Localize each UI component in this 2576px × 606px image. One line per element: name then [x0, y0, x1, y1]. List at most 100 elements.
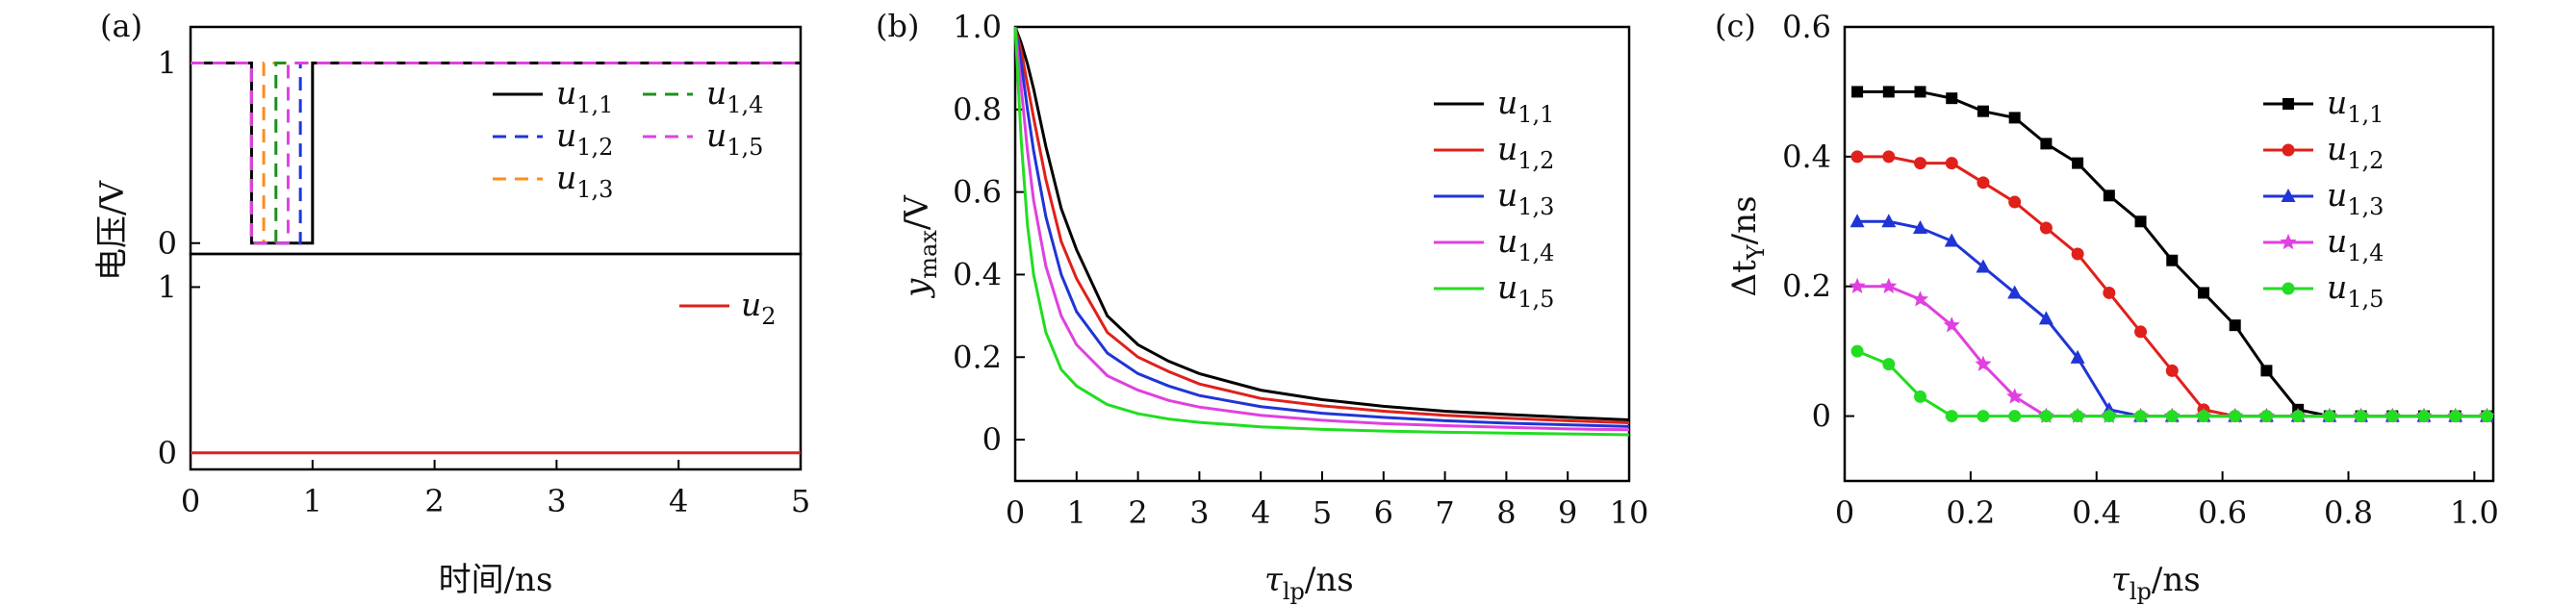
panel-c-data-point	[1914, 390, 1927, 403]
panel-c-legend-label: u1,1	[2327, 84, 2384, 128]
panel-c-legend-label: u1,4	[2327, 222, 2384, 266]
panel-c-data-point	[2103, 189, 2115, 202]
panel-c-data-point	[2040, 138, 2053, 150]
panel-a-legend-label: u1,2	[556, 116, 613, 161]
panel-c-series-line	[1857, 155, 2487, 418]
panel-b-x-tick-label: 7	[1435, 494, 1454, 531]
panel-c-data-point	[1977, 176, 1990, 189]
panel-c-legend-label: u1,3	[2327, 176, 2384, 220]
panel-b-series-line	[1013, 26, 1630, 424]
panel-c-data-point	[2291, 410, 2305, 423]
panel-b-y-tick-label: 0.8	[953, 91, 1002, 128]
panel-c-data-point	[1976, 259, 1991, 273]
panel-c-data-point	[2260, 365, 2273, 377]
panel-b-y-axis-label: ymax/V	[898, 194, 942, 299]
panel-c-data-point	[1882, 86, 1895, 98]
panel-c-data-point	[2229, 410, 2242, 423]
panel-c-legend-marker	[2282, 282, 2295, 295]
panel-c-x-tick-label: 0.8	[2324, 494, 2373, 531]
panel-b-x-tick-label: 1	[1067, 494, 1086, 531]
panel-c-data-point	[2039, 221, 2053, 235]
panel-a-bottom-frame	[189, 252, 803, 471]
panel-c-data-point	[1977, 105, 1989, 117]
panel-a-x-tick-label: 3	[547, 483, 566, 519]
panel-b-y-tick-label: 1.0	[953, 9, 1002, 45]
panel-c-x-tick-label: 0.4	[2072, 494, 2121, 531]
panel-c-data-point	[1850, 150, 1864, 164]
panel-c-data-point	[1851, 86, 1864, 98]
panel-c-data-point	[2197, 287, 2209, 299]
panel-b-series-line	[1013, 26, 1630, 432]
panel-b-x-tick-label: 6	[1374, 494, 1393, 531]
panel-a-legend-label: u1,4	[706, 74, 763, 118]
panel-a-bottom-y-tick-label: 0	[158, 435, 177, 471]
panel-c-data-point	[1849, 214, 1865, 228]
panel-a-x-tick-label: 4	[669, 483, 688, 519]
panel-c-data-point	[2417, 410, 2431, 423]
panel-c-data-point	[1880, 277, 1898, 293]
panel-c-data-point	[2103, 286, 2116, 299]
panel-c-data-point	[2134, 215, 2147, 228]
panel-c-legend-marker	[2281, 189, 2296, 202]
panel-c-y-axis-label: ΔtY/ns	[1725, 196, 1770, 297]
panel-c-x-tick-label: 1.0	[2450, 494, 2499, 531]
panel-c-data-point	[1914, 157, 1927, 170]
panel-b-series-line	[1013, 26, 1630, 428]
panel-c-data-point	[1849, 277, 1866, 293]
panel-c-data-point	[1944, 233, 1959, 247]
panel-c-y-tick-label: 0	[1812, 398, 1831, 435]
panel-c-data-point	[2165, 364, 2179, 377]
panel-a-top-y-tick-label: 0	[158, 225, 177, 262]
panel-b-y-tick-label: 0.2	[953, 339, 1002, 375]
panel-c-legend-label: u1,2	[2327, 130, 2384, 174]
panel-c-frame	[1843, 25, 2495, 483]
panel-b-y-tick-label: 0.6	[953, 174, 1002, 211]
panel-b-series-line	[1013, 26, 1630, 437]
panel-a-label: (a)	[100, 8, 142, 44]
panel-c-data-point	[2007, 285, 2023, 299]
panel-c-data-point	[1945, 410, 1958, 423]
panel-a-x-axis-label: 时间/ns	[439, 561, 553, 599]
panel-c-legend-marker	[2283, 98, 2294, 110]
panel-c-x-tick-label: 0.6	[2198, 494, 2247, 531]
panel-b-x-tick-label: 5	[1313, 494, 1332, 531]
panel-b-legend-label: u1,4	[1497, 222, 1554, 266]
panel-c-data-point	[1975, 355, 1992, 371]
panel-a-top-y-tick-label: 1	[158, 44, 177, 81]
panel-c-data-point	[2259, 410, 2273, 423]
panel-c-data-point	[2134, 410, 2148, 423]
panel-c-data-point	[2385, 410, 2399, 423]
panel-c-data-point	[1943, 316, 1960, 333]
panel-c-legend-marker	[2280, 234, 2297, 250]
panel-b-legend-label: u1,1	[1497, 84, 1554, 128]
panel-c-legend-marker	[2282, 143, 2295, 157]
panel-a-x-tick-label: 5	[791, 483, 810, 519]
panel-a-legend-label: u1,5	[706, 116, 763, 161]
panel-a-top-series-line	[191, 61, 801, 245]
panel-a-x-tick-label: 1	[303, 483, 322, 519]
panel-b-x-tick-label: 0	[1006, 494, 1025, 531]
panel-c-label: (c)	[1715, 8, 1756, 44]
panel-b-x-tick-label: 8	[1496, 494, 1516, 531]
panel-c-data-point	[1882, 150, 1896, 164]
panel-b-legend-label: u1,3	[1497, 176, 1554, 220]
panel-c-x-tick-label: 0	[1835, 494, 1854, 531]
panel-c-data-point	[2071, 410, 2084, 423]
panel-c-series-line	[1857, 285, 2487, 418]
panel-a-x-tick-label: 0	[181, 483, 200, 519]
panel-c-data-point	[2039, 410, 2053, 423]
panel-b-x-tick-label: 4	[1251, 494, 1270, 531]
panel-c-data-point	[1913, 220, 1928, 235]
panel-c-data-point	[1911, 290, 1929, 307]
panel-c-data-point	[2480, 410, 2493, 423]
panel-a-x-tick-label: 2	[424, 483, 444, 519]
panel-c-data-point	[2449, 410, 2462, 423]
panel-c-data-point	[2323, 410, 2336, 423]
panel-b-y-tick-label: 0.4	[953, 256, 1002, 292]
panel-b-legend-label: u1,2	[1497, 130, 1554, 174]
panel-c-y-tick-label: 0.4	[1782, 139, 1831, 175]
panel-b-x-tick-label: 10	[1610, 494, 1649, 531]
panel-c-data-point	[1914, 86, 1926, 98]
panel-c-y-tick-label: 0.2	[1782, 268, 1831, 305]
panel-b-series-line	[1013, 26, 1630, 421]
